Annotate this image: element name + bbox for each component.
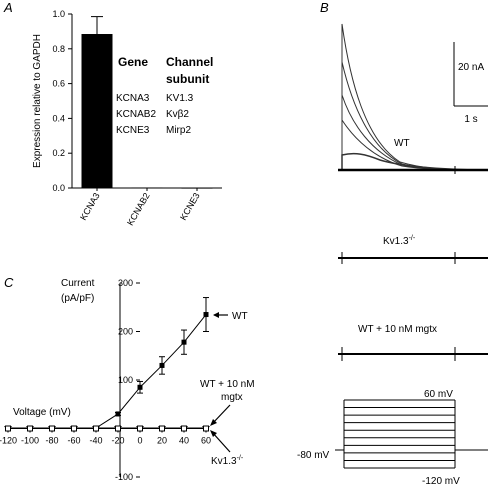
c-x-tick-label: -100 [21, 436, 39, 446]
table-header-gene: Gene [118, 55, 148, 69]
c-x-tick-label: 60 [201, 436, 211, 446]
bar-chart-expression: 0.0 0.2 0.4 0.6 0.8 1.0 KCNA3 KCNAB2 KCNE3 Expr… [32, 9, 222, 227]
c-x-tick-label: 40 [179, 436, 189, 446]
protocol-holding-label: -80 mV [297, 450, 330, 461]
y-tick-label: 0.0 [52, 183, 65, 193]
c-x-tick-label: 20 [157, 436, 167, 446]
c-x-tick-label: -40 [89, 436, 102, 446]
table-gene-3: KCNE3 [116, 125, 150, 136]
c-annotation-ko: Kv1.3-/- [211, 455, 244, 467]
wt-trace-label: WT [394, 138, 410, 149]
table-subunit-3: Mirp2 [166, 125, 191, 136]
c-arrowhead-mgtx [210, 419, 217, 426]
c-y-tick-label: 200 [118, 327, 133, 337]
scale-bar-current: 20 nA [458, 62, 484, 73]
wt-trace-4 [341, 118, 489, 171]
iv-curve: -100 100 200 300 -120 -100 -80 -60 -40 -20 0 20 40 6… [0, 278, 255, 482]
table-gene-2: KCNAB2 [116, 109, 156, 120]
table-subunit-1: KV1.3 [166, 93, 194, 104]
c-y-tick-label: 100 [118, 375, 133, 385]
voltage-protocol [335, 399, 488, 469]
c-y-tick-label: -100 [115, 472, 133, 482]
protocol-bottom-label: -120 mV [422, 476, 460, 484]
c-point [137, 384, 143, 390]
ko-trace-label: Kv1.3-/- [383, 235, 416, 247]
wt-trace-1 [341, 23, 489, 171]
c-point [49, 425, 55, 432]
c-x-tick-label: -80 [45, 436, 58, 446]
c-arrow-mgtx [211, 404, 231, 425]
y-tick-label: 1.0 [52, 9, 65, 19]
c-y-axis-title-2: (pA/pF) [61, 293, 94, 304]
c-point [115, 425, 121, 432]
wt-trace-group [338, 23, 489, 174]
c-x-tick-label: -20 [111, 436, 124, 446]
y-tick-label: 0.4 [52, 113, 65, 123]
c-point [181, 339, 187, 345]
panel-label-b: B [320, 0, 329, 15]
c-point [159, 362, 165, 368]
current-traces: WT 20 nA 1 s Kv1.3-/- WT + 10 nM mgtx 60… [297, 23, 489, 484]
y-tick-label: 0.2 [52, 148, 65, 158]
table-header-channel: Channel [166, 55, 213, 69]
c-annotation-mgtx-2: mgtx [221, 392, 243, 403]
c-point [27, 425, 33, 432]
c-y-axis-title-1: Current [61, 278, 95, 289]
table-gene-1: KCNA3 [116, 93, 150, 104]
c-point [159, 425, 165, 432]
c-arrow-ko [211, 431, 231, 453]
c-point [71, 425, 77, 432]
x-tick-label: KCNA3 [78, 191, 102, 222]
c-point [5, 425, 11, 432]
protocol-top-label: 60 mV [424, 389, 453, 400]
x-tick-label: KCNAB2 [125, 191, 152, 227]
c-arrowhead-ko [210, 430, 217, 437]
c-x-tick-label: -60 [67, 436, 80, 446]
c-point [203, 425, 209, 432]
bar [131, 187, 163, 189]
c-point [181, 425, 187, 432]
c-x-axis-title: Voltage (mV) [13, 407, 71, 418]
y-tick-label: 0.6 [52, 79, 65, 89]
panel-label-c: C [4, 275, 14, 290]
c-arrowhead-wt [213, 312, 219, 318]
table-header-subunit: subunit [166, 72, 209, 86]
scale-bar-time: 1 s [464, 114, 477, 125]
c-annotation-wt: WT [232, 311, 248, 322]
c-point [115, 411, 121, 417]
panel-label-a: A [3, 0, 13, 15]
bar [81, 34, 113, 189]
c-annotation-mgtx-1: WT + 10 nM [200, 379, 255, 390]
c-y-tick-label: 300 [118, 278, 133, 288]
table-subunit-2: Kvβ2 [166, 109, 189, 120]
c-point [93, 425, 99, 432]
c-x-tick-label: 0 [137, 436, 142, 446]
x-tick-label: KCNE3 [178, 191, 202, 222]
y-tick-label: 0.8 [52, 44, 65, 54]
mgtx-trace-label: WT + 10 nM mgtx [358, 324, 437, 335]
c-point [137, 425, 143, 432]
c-x-tick-label: -120 [0, 436, 17, 446]
y-axis-title: Expression relative to GAPDH [32, 34, 43, 168]
c-point [203, 312, 209, 318]
